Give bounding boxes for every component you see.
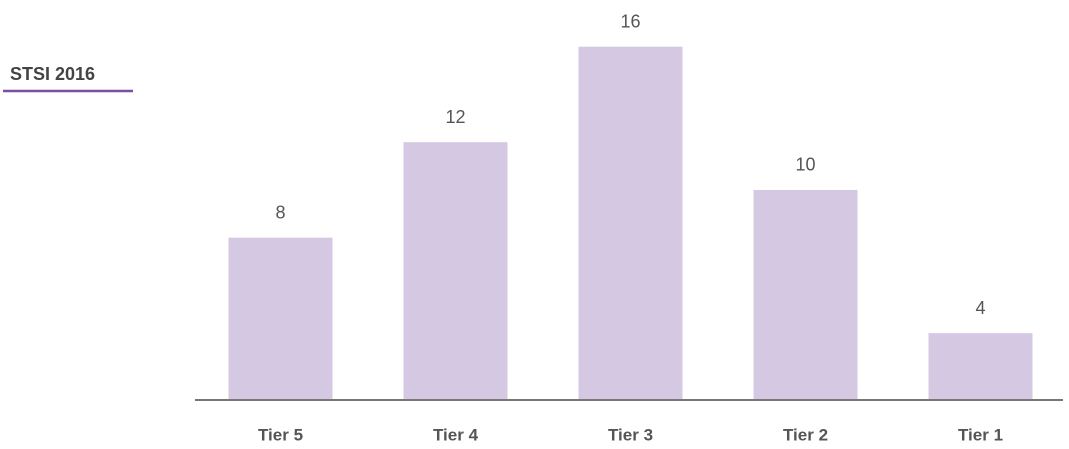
- chart-title: STSI 2016: [10, 64, 95, 84]
- x-tick-label: Tier 3: [608, 425, 653, 444]
- bar: [228, 237, 333, 400]
- bar: [753, 189, 858, 400]
- value-label: 10: [795, 155, 815, 175]
- bar: [928, 333, 1033, 400]
- x-tick-label: Tier 4: [433, 425, 479, 444]
- bar: [578, 46, 683, 400]
- bar: [403, 142, 508, 400]
- value-label: 16: [620, 11, 640, 31]
- x-tick-label: Tier 1: [958, 425, 1003, 444]
- value-label: 8: [275, 202, 285, 222]
- value-label: 12: [445, 107, 465, 127]
- x-tick-label: Tier 2: [783, 425, 828, 444]
- value-label: 4: [975, 298, 985, 318]
- x-tick-label: Tier 5: [258, 425, 303, 444]
